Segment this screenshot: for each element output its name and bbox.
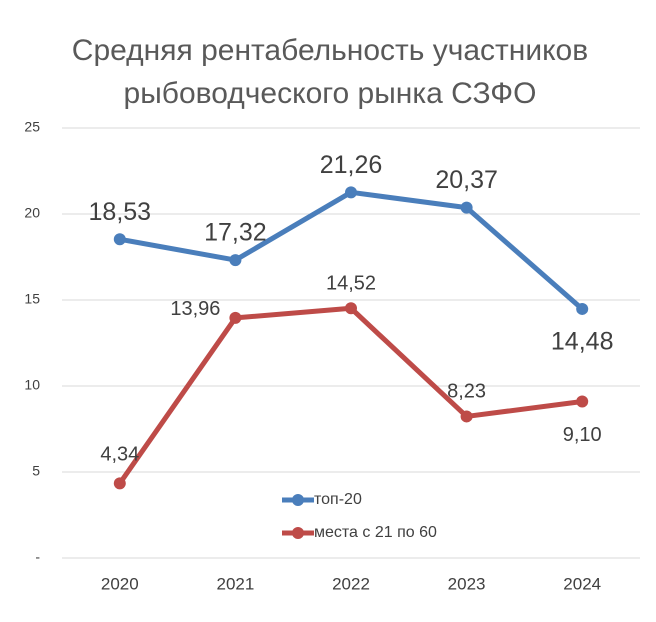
data-point [113,477,126,490]
y-tick-label: 25 [24,119,40,135]
y-tick-label: - [35,549,40,565]
data-point [460,410,473,423]
x-tick-label: 2024 [563,574,601,593]
data-label: 9,10 [563,424,602,446]
data-label: 18,53 [89,198,152,226]
legend-label: топ-20 [314,491,362,508]
x-tick-label: 2023 [448,574,486,593]
data-point [345,186,357,199]
y-tick-label: 10 [24,377,40,393]
x-tick-label: 2022 [332,574,370,593]
data-label: 14,52 [326,273,376,295]
data-label: 20,37 [435,166,498,194]
chart-title: Средняя рентабельность участников [72,34,588,67]
x-tick-label: 2020 [101,574,139,593]
data-point [113,233,126,246]
data-label: 17,32 [204,219,267,247]
data-label: 8,23 [447,381,486,403]
legend-marker [292,527,304,539]
data-point [576,302,589,315]
x-tick-label: 2021 [216,574,254,593]
data-label: 21,26 [320,151,383,179]
legend-label: места с 21 по 60 [314,524,437,541]
data-point [229,254,242,267]
data-point [229,311,242,324]
data-label: 14,48 [551,328,614,356]
data-point [345,302,357,315]
y-tick-label: 20 [24,205,40,221]
legend-marker [292,494,304,506]
y-tick-label: 15 [24,291,40,307]
data-point [576,395,589,408]
data-label: 4,34 [100,444,139,466]
data-label: 13,96 [170,298,220,320]
chart-title: рыбоводческого рынка СЗФО [124,77,537,110]
y-tick-label: 5 [32,463,40,479]
data-point [460,201,473,214]
